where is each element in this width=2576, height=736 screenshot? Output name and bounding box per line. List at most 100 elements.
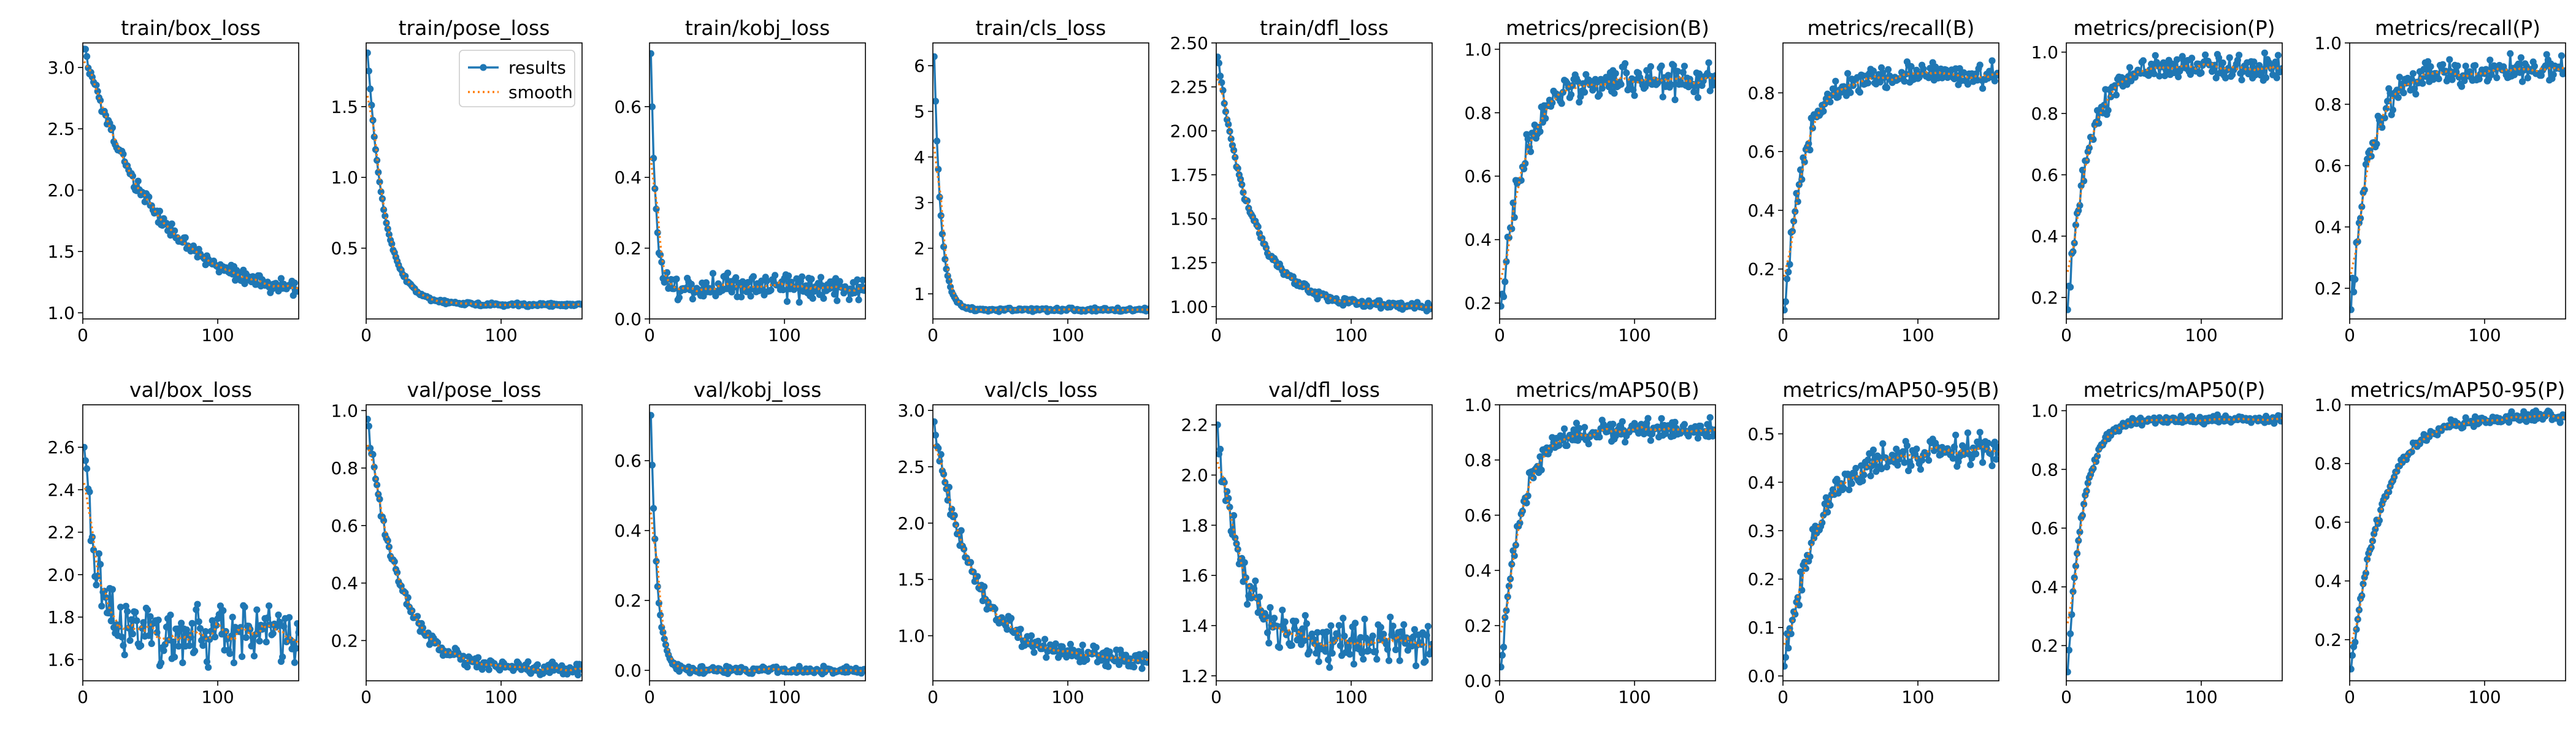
results-point <box>1409 633 1417 641</box>
results-point <box>2408 448 2415 456</box>
results-point <box>1888 451 1896 459</box>
results-point <box>266 602 273 610</box>
results-point <box>168 220 175 228</box>
results-point <box>2379 124 2386 131</box>
results-point <box>107 617 115 625</box>
results-point <box>295 287 299 294</box>
results-point <box>1711 79 1715 86</box>
x-tick-label: 0 <box>1494 325 1505 345</box>
results-point <box>97 561 104 568</box>
results-line <box>84 48 299 297</box>
results-point <box>1303 620 1310 627</box>
results-point <box>1576 424 1583 432</box>
y-tick-label: 0.8 <box>1747 83 1775 103</box>
results-point <box>2067 283 2074 291</box>
results-point <box>1659 93 1666 101</box>
results-point <box>1960 69 1968 77</box>
results-point <box>1230 147 1238 154</box>
results-point <box>199 642 207 649</box>
subplot-5: train/dfl_loss 0 100 1.00 1.25 1.50 1.75 2.00 2.… <box>1170 16 1433 345</box>
results-point <box>2493 74 2501 82</box>
results-point <box>83 53 91 60</box>
results-point <box>1976 61 1984 69</box>
results-point <box>2202 51 2209 59</box>
plot-area <box>83 45 299 299</box>
results-point <box>941 256 949 263</box>
results-point <box>129 631 136 638</box>
results-point <box>859 277 865 284</box>
smooth-line <box>1500 75 1715 280</box>
results-point <box>2507 50 2514 57</box>
smooth-line <box>83 61 299 290</box>
results-point <box>171 227 178 234</box>
results-point <box>1972 70 1980 77</box>
results-point <box>1244 600 1251 608</box>
results-point <box>1883 84 1890 91</box>
results-point <box>1706 414 1714 421</box>
results-point <box>2359 580 2367 588</box>
results-point <box>834 297 841 304</box>
results-point <box>1869 67 1877 75</box>
subplot-title: val/kobj_loss <box>694 378 822 402</box>
results-point <box>191 647 199 654</box>
results-point <box>122 602 129 610</box>
x-tick-label: 0 <box>77 687 88 707</box>
results-line <box>1783 59 1999 310</box>
results-point <box>1271 615 1278 622</box>
results-point <box>820 295 827 302</box>
results-point <box>1694 434 1701 442</box>
y-tick-label: 0.8 <box>1464 103 1492 123</box>
y-tick-label: 0.6 <box>614 97 642 117</box>
y-tick-label: 1.0 <box>47 303 75 323</box>
results-point <box>2250 58 2258 66</box>
results-point <box>1301 611 1309 619</box>
results-point <box>650 50 654 57</box>
plot-area <box>1216 53 1432 315</box>
y-tick-label: 0.4 <box>1747 472 1775 493</box>
subplot-13: val/cls_loss 0 100 1.0 1.5 2.0 2.5 3.0 <box>897 378 1149 707</box>
results-point <box>1852 464 1860 472</box>
smooth-line <box>1216 78 1432 309</box>
y-tick-label: 3.0 <box>47 58 75 78</box>
results-line <box>2066 52 2282 310</box>
results-point <box>195 618 202 626</box>
results-point <box>1555 442 1563 449</box>
results-point <box>948 505 956 513</box>
results-point <box>1340 302 1347 309</box>
results-point <box>2461 77 2468 85</box>
results-point <box>2377 506 2385 514</box>
results-point <box>1582 71 1590 79</box>
results-point <box>263 638 270 646</box>
results-point <box>1919 457 1926 464</box>
subplot-title: metrics/mAP50(P) <box>2083 378 2266 402</box>
results-point <box>1694 94 1701 101</box>
results-point <box>1865 456 1872 464</box>
y-tick-label: 5 <box>914 102 925 122</box>
results-point <box>1377 624 1384 631</box>
x-tick-label: 0 <box>1777 687 1788 707</box>
results-point <box>1604 78 1611 85</box>
subplot-title: metrics/precision(B) <box>1506 16 1709 40</box>
results-point <box>2263 74 2270 82</box>
results-point <box>1878 64 1885 71</box>
results-point <box>2148 60 2155 67</box>
results-point <box>203 658 210 665</box>
y-tick-label: 2.0 <box>47 180 75 201</box>
results-point <box>767 286 775 294</box>
results-point <box>1322 648 1329 655</box>
y-tick-label: 1.75 <box>1170 165 1208 185</box>
subplot-2: train/pose_loss 0 100 0.5 1.0 1.5 results smoot… <box>331 16 583 345</box>
results-point <box>809 295 816 302</box>
results-point <box>2419 80 2426 87</box>
results-point <box>836 278 843 285</box>
plot-area <box>650 50 865 306</box>
y-tick-label: 0.4 <box>2031 577 2058 597</box>
results-point <box>1279 607 1286 614</box>
subplot-12: val/kobj_loss 0 100 0.0 0.2 0.4 0.6 <box>614 378 866 707</box>
y-tick-label: 1.5 <box>897 570 925 590</box>
results-point <box>1949 454 1957 462</box>
results-point <box>1500 643 1508 651</box>
results-point <box>738 293 745 301</box>
results-point <box>2175 73 2182 80</box>
results-point <box>702 279 710 286</box>
